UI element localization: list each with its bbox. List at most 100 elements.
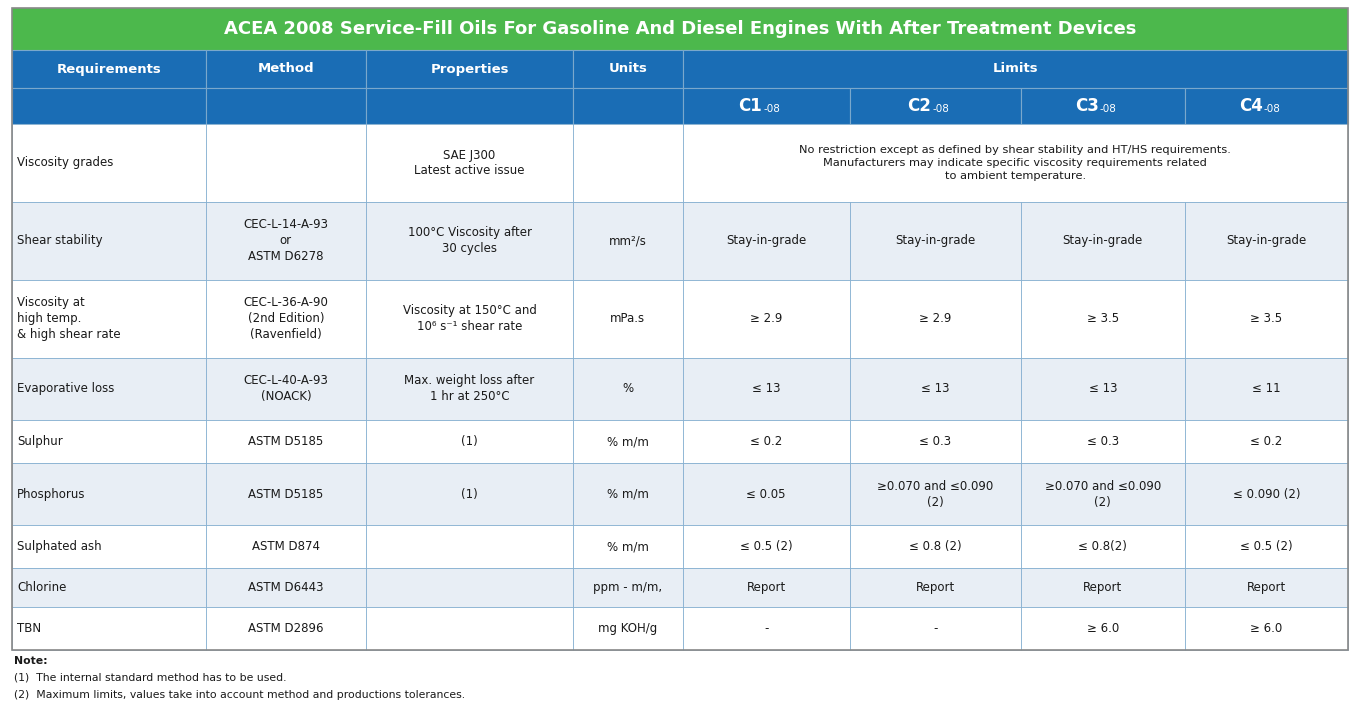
Bar [366, 280, 573, 358]
Text: TBN: TBN [16, 622, 41, 635]
Bar [850, 607, 1020, 650]
Bar [1020, 569, 1185, 607]
Bar [205, 526, 366, 569]
Bar [205, 202, 366, 280]
Bar [683, 88, 850, 124]
Text: ≥ 2.9: ≥ 2.9 [749, 312, 782, 325]
Text: -08: -08 [1100, 104, 1117, 114]
Text: ASTM D5185: ASTM D5185 [249, 488, 324, 500]
Bar [12, 607, 205, 650]
Text: Report: Report [747, 581, 786, 594]
Bar [366, 202, 573, 280]
Bar [12, 280, 205, 358]
Bar [205, 88, 366, 124]
Text: ≤ 0.5 (2): ≤ 0.5 (2) [740, 541, 793, 553]
Text: ASTM D6443: ASTM D6443 [248, 581, 324, 594]
Text: Limits: Limits [993, 62, 1038, 75]
Bar [573, 50, 683, 88]
Text: ≥ 2.9: ≥ 2.9 [919, 312, 952, 325]
Text: ACEA 2008 Service-Fill Oils For Gasoline And Diesel Engines With After Treatment: ACEA 2008 Service-Fill Oils For Gasoline… [224, 20, 1136, 38]
Text: Note:: Note: [14, 656, 48, 666]
Text: (1): (1) [461, 435, 477, 448]
Text: mg KOH/g: mg KOH/g [598, 622, 657, 635]
Text: Method: Method [257, 62, 314, 75]
Text: ASTM D874: ASTM D874 [252, 541, 320, 553]
Bar [573, 526, 683, 569]
Bar [366, 526, 573, 569]
Text: C3: C3 [1074, 97, 1099, 115]
Bar [850, 202, 1020, 280]
Bar [573, 358, 683, 420]
Bar [573, 420, 683, 463]
Bar [573, 280, 683, 358]
Text: ppm - m/m,: ppm - m/m, [593, 581, 662, 594]
Text: (1)  The internal standard method has to be used.: (1) The internal standard method has to … [14, 673, 287, 683]
Bar [683, 358, 850, 420]
Text: -: - [933, 622, 937, 635]
Bar [205, 280, 366, 358]
Bar [683, 50, 1348, 88]
Text: C1: C1 [738, 97, 762, 115]
Text: Sulphur: Sulphur [16, 435, 63, 448]
Text: Phosphorus: Phosphorus [16, 488, 86, 500]
Text: SAE J300
Latest active issue: SAE J300 Latest active issue [415, 149, 525, 177]
Text: ≤ 13: ≤ 13 [1088, 382, 1117, 395]
Bar [683, 280, 850, 358]
Bar [12, 88, 205, 124]
Bar [205, 420, 366, 463]
Bar [573, 88, 683, 124]
Bar [1185, 463, 1348, 526]
Text: ≤ 0.8 (2): ≤ 0.8 (2) [908, 541, 962, 553]
Bar [205, 463, 366, 526]
Bar [850, 463, 1020, 526]
Text: ≥ 3.5: ≥ 3.5 [1087, 312, 1119, 325]
Bar [12, 526, 205, 569]
Text: (2)  Maximum limits, values take into account method and productions tolerances.: (2) Maximum limits, values take into acc… [14, 690, 465, 700]
Text: ≤ 13: ≤ 13 [752, 382, 781, 395]
Text: -08: -08 [763, 104, 781, 114]
Text: ASTM D2896: ASTM D2896 [248, 622, 324, 635]
Bar [1020, 88, 1185, 124]
Text: ≥ 6.0: ≥ 6.0 [1087, 622, 1119, 635]
Bar [1020, 607, 1185, 650]
Text: No restriction except as defined by shear stability and HT/HS requirements.
Manu: No restriction except as defined by shea… [800, 145, 1231, 181]
Text: ASTM D5185: ASTM D5185 [249, 435, 324, 448]
Text: Viscosity at
high temp.
& high shear rate: Viscosity at high temp. & high shear rat… [16, 296, 121, 342]
Text: % m/m: % m/m [607, 541, 649, 553]
Bar [1185, 358, 1348, 420]
Bar [1020, 420, 1185, 463]
Bar [1185, 202, 1348, 280]
Text: ≥ 3.5: ≥ 3.5 [1250, 312, 1282, 325]
Text: %: % [623, 382, 634, 395]
Text: Viscosity at 150°C and
10⁶ s⁻¹ shear rate: Viscosity at 150°C and 10⁶ s⁻¹ shear rat… [403, 304, 536, 334]
Text: (1): (1) [461, 488, 477, 500]
Bar [573, 202, 683, 280]
Text: Report: Report [1247, 581, 1287, 594]
Text: -: - [764, 622, 768, 635]
Text: C2: C2 [907, 97, 932, 115]
Bar [1020, 526, 1185, 569]
Bar [683, 569, 850, 607]
Bar [12, 569, 205, 607]
Bar [12, 420, 205, 463]
Text: Units: Units [608, 62, 647, 75]
Text: ≤ 13: ≤ 13 [921, 382, 949, 395]
Bar [850, 280, 1020, 358]
Text: ≤ 0.5 (2): ≤ 0.5 (2) [1240, 541, 1293, 553]
Bar [366, 358, 573, 420]
Text: mPa.s: mPa.s [611, 312, 646, 325]
Bar [12, 8, 1348, 50]
Text: Evaporative loss: Evaporative loss [16, 382, 114, 395]
Text: ≥0.070 and ≤0.090
(2): ≥0.070 and ≤0.090 (2) [1044, 480, 1161, 508]
Bar [850, 420, 1020, 463]
Text: ≤ 0.2: ≤ 0.2 [1250, 435, 1282, 448]
Text: ≤ 0.3: ≤ 0.3 [919, 435, 951, 448]
Text: Chlorine: Chlorine [16, 581, 67, 594]
Bar [366, 569, 573, 607]
Bar [12, 358, 205, 420]
Bar [683, 526, 850, 569]
Text: -08: -08 [1263, 104, 1280, 114]
Bar [12, 50, 205, 88]
Bar [1020, 202, 1185, 280]
Text: Sulphated ash: Sulphated ash [16, 541, 102, 553]
